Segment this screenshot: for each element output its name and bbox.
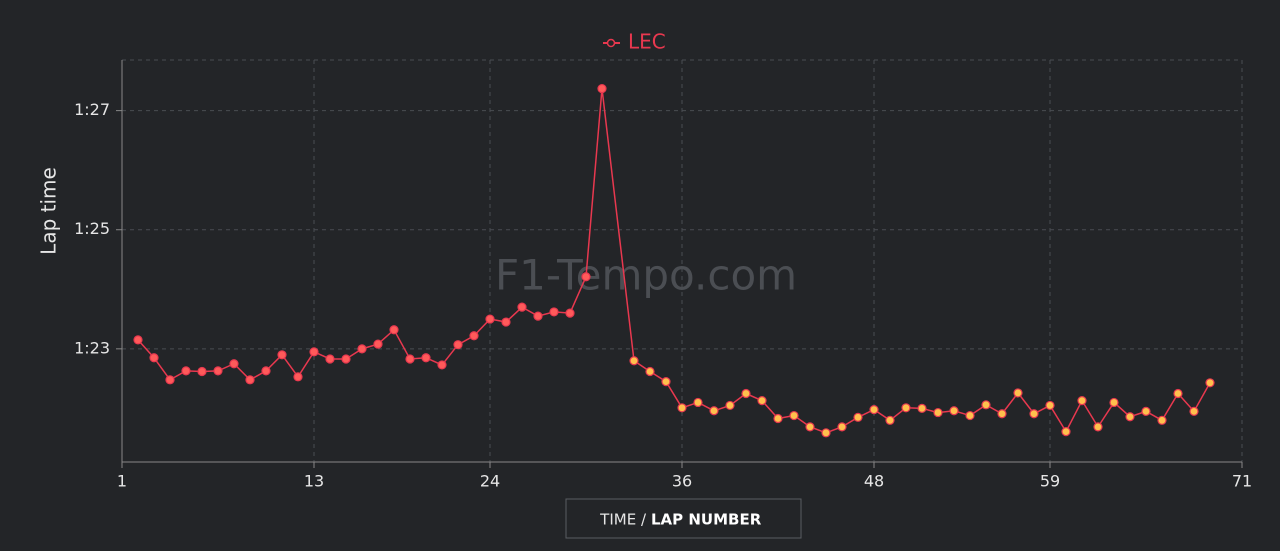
data-point — [773, 413, 783, 424]
data-point — [549, 307, 559, 317]
data-point — [469, 331, 479, 341]
data-point — [757, 396, 767, 406]
data-point — [629, 356, 639, 366]
data-point — [1109, 397, 1119, 408]
data-point — [373, 339, 383, 349]
data-point — [453, 340, 463, 350]
data-point — [789, 410, 799, 421]
data-point — [421, 353, 431, 363]
data-point — [229, 359, 239, 369]
data-point — [725, 400, 735, 411]
data-point — [405, 354, 415, 364]
data-point — [565, 308, 575, 318]
x-tick-label: 1 — [117, 472, 127, 491]
x-label-box — [565, 498, 802, 539]
y-tick-label: 1:25 — [74, 219, 110, 238]
data-point — [805, 422, 815, 432]
data-point — [1029, 409, 1039, 419]
x-axis-label: LAP NUMBER — [651, 511, 762, 529]
y-tick-label: 1:27 — [74, 100, 110, 119]
data-point — [1077, 396, 1087, 406]
data-point — [277, 350, 287, 360]
data-point — [245, 375, 255, 385]
data-point — [869, 404, 879, 415]
data-point — [133, 335, 143, 345]
watermark: F1-Tempo.com — [495, 251, 797, 300]
data-point — [677, 403, 687, 413]
data-point — [981, 400, 991, 410]
data-point — [1141, 406, 1151, 416]
data-point — [389, 325, 399, 335]
legend-symbol-dot — [606, 38, 616, 48]
data-point — [1093, 422, 1103, 432]
data-point — [1061, 427, 1071, 437]
data-point — [181, 366, 191, 376]
data-point — [597, 83, 607, 94]
data-point — [741, 388, 751, 399]
data-point — [965, 410, 975, 421]
data-point — [325, 354, 335, 364]
data-point — [645, 366, 655, 377]
data-point — [1205, 378, 1215, 388]
data-point — [901, 403, 911, 413]
data-point — [885, 415, 895, 425]
data-point — [853, 412, 863, 422]
data-point — [1173, 388, 1183, 399]
data-point — [821, 428, 831, 438]
data-point — [1157, 415, 1167, 425]
x-axis-label-prefix: TIME / — [599, 511, 647, 529]
data-point — [1125, 412, 1135, 422]
data-point — [341, 354, 351, 364]
data-point — [837, 422, 847, 432]
data-point — [501, 317, 511, 327]
data-point — [997, 409, 1007, 419]
data-point — [581, 272, 591, 282]
data-point — [165, 375, 175, 385]
data-point — [1013, 388, 1023, 398]
data-point — [949, 406, 959, 416]
data-point — [357, 344, 367, 354]
data-point — [933, 407, 943, 418]
x-tick-label: 59 — [1040, 472, 1060, 491]
data-point — [917, 403, 927, 413]
y-axis-label: Lap time — [37, 167, 61, 255]
data-point — [485, 314, 495, 324]
data-point — [693, 397, 703, 408]
data-point — [213, 366, 223, 376]
data-point — [437, 360, 447, 370]
data-point — [149, 353, 159, 363]
x-tick-label: 48 — [864, 472, 884, 491]
data-point — [1045, 400, 1055, 411]
y-tick-label: 1:23 — [74, 338, 110, 357]
x-tick-label: 13 — [304, 472, 324, 491]
data-point — [309, 347, 319, 357]
data-point — [261, 366, 271, 376]
data-point — [293, 372, 303, 382]
data-point — [709, 406, 719, 416]
data-point — [661, 377, 671, 387]
x-tick-label: 36 — [672, 472, 692, 491]
x-tick-label: 71 — [1232, 472, 1252, 491]
data-point — [517, 302, 527, 312]
x-tick-label: 24 — [480, 472, 500, 491]
data-point — [197, 366, 207, 377]
legend-label: LEC — [628, 30, 666, 54]
data-point — [533, 311, 543, 321]
data-point — [1189, 406, 1199, 416]
